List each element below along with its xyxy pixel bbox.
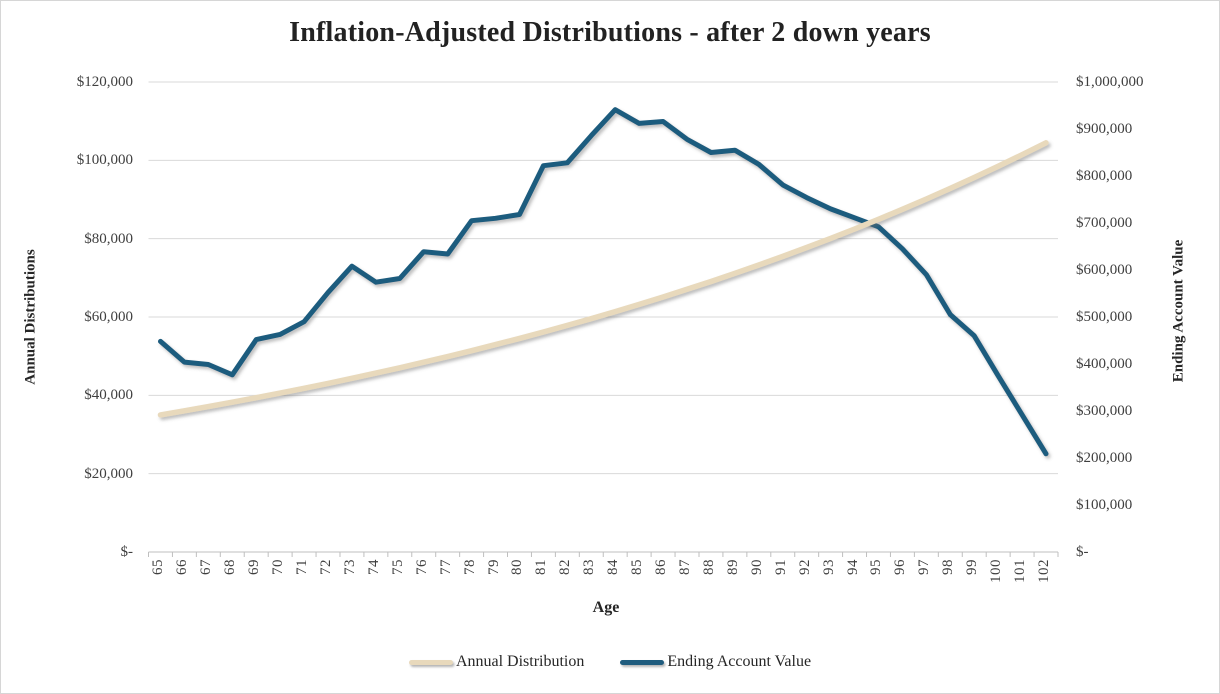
legend: Annual Distribution Ending Account Value	[1, 653, 1219, 671]
x-tick-label: 98	[940, 559, 957, 575]
annual-distribution-line-swatch	[408, 659, 453, 665]
x-tick-label: 90	[748, 559, 765, 575]
left-axis-title: Annual Distributions	[22, 249, 39, 385]
series-line-ending-account-value	[158, 107, 1049, 457]
ending-account-value-line-swatch	[620, 659, 665, 665]
x-tick-label: 87	[677, 559, 694, 575]
tick-label: $800,000	[1076, 168, 1133, 184]
x-tick-label: 86	[653, 559, 670, 575]
tick-label: $300,000	[1076, 403, 1133, 419]
x-tick-label: 84	[605, 559, 622, 575]
x-tick-label: 97	[916, 559, 933, 575]
x-tick-label: 66	[174, 559, 191, 575]
x-tick-label: 88	[700, 559, 717, 575]
series-line-annual-distribution	[157, 140, 1049, 418]
x-tick-label: 83	[581, 559, 598, 575]
x-tick-label: 102	[1036, 559, 1053, 583]
tick-label: $-	[1076, 544, 1089, 560]
tick-label: $400,000	[1076, 356, 1133, 372]
x-tick-label: 92	[796, 559, 813, 575]
x-tick-label: 70	[270, 559, 287, 575]
x-tick-label: 96	[892, 559, 909, 575]
gridlines	[148, 81, 1058, 553]
x-tick-label: 82	[557, 559, 574, 575]
tick-label: $200,000	[1076, 450, 1133, 466]
x-tick-label: 93	[820, 559, 837, 575]
x-axis-title: Age	[592, 599, 620, 616]
tick-label: $20,000	[84, 465, 133, 482]
x-tick-label: 91	[772, 559, 789, 575]
tick-label: $1,000,000	[1076, 74, 1144, 90]
x-tick-label: 94	[844, 559, 861, 575]
x-tick-label: 78	[461, 559, 478, 575]
x-tick-label: 75	[389, 559, 406, 575]
x-tick-label: 73	[341, 559, 358, 575]
tick-label: $-	[120, 544, 134, 560]
legend-entry-annual-distribution: Annual Distribution	[408, 653, 585, 671]
x-tick-label: 100	[988, 559, 1005, 583]
series-lines	[157, 107, 1049, 457]
tick-label: $900,000	[1076, 121, 1133, 137]
chart-title: Inflation-Adjusted Distributions - after…	[289, 17, 931, 48]
x-tick-label: 101	[1012, 559, 1029, 583]
x-tick-label: 81	[533, 559, 550, 575]
x-tick-label: 71	[294, 559, 311, 575]
tick-label: $500,000	[1076, 309, 1133, 325]
legend-label: Ending Account Value	[667, 653, 812, 670]
x-tick-label: 74	[365, 559, 382, 575]
tick-label: $80,000	[84, 230, 133, 247]
x-tick-label: 72	[318, 559, 334, 575]
tick-label: $40,000	[84, 387, 133, 404]
x-tick-label: 77	[437, 559, 454, 575]
tick-label: $700,000	[1076, 215, 1133, 231]
x-tick-label: 65	[150, 559, 167, 575]
right-axis-title: Ending Account Value	[1170, 239, 1187, 383]
x-tick-label: 76	[413, 559, 430, 575]
x-axis-ticks	[148, 552, 1059, 557]
tick-label: $600,000	[1076, 262, 1133, 278]
tick-label: $60,000	[84, 309, 133, 325]
x-tick-label: 89	[724, 559, 741, 575]
x-tick-label: 68	[222, 559, 239, 575]
tick-label: $120,000	[76, 74, 133, 90]
x-tick-label: 69	[246, 559, 263, 575]
tick-label: $100,000	[76, 152, 133, 169]
x-tick-label: 79	[485, 559, 502, 575]
x-tick-label: 99	[964, 559, 981, 575]
x-tick-label: 85	[629, 559, 646, 575]
tick-label: $100,000	[1076, 497, 1133, 513]
legend-entry-ending-account-value: Ending Account Value	[620, 653, 811, 671]
x-tick-label: 67	[198, 559, 215, 575]
x-tick-label: 80	[509, 559, 526, 575]
legend-label: Annual Distribution	[455, 653, 585, 670]
x-tick-label: 95	[868, 559, 885, 575]
